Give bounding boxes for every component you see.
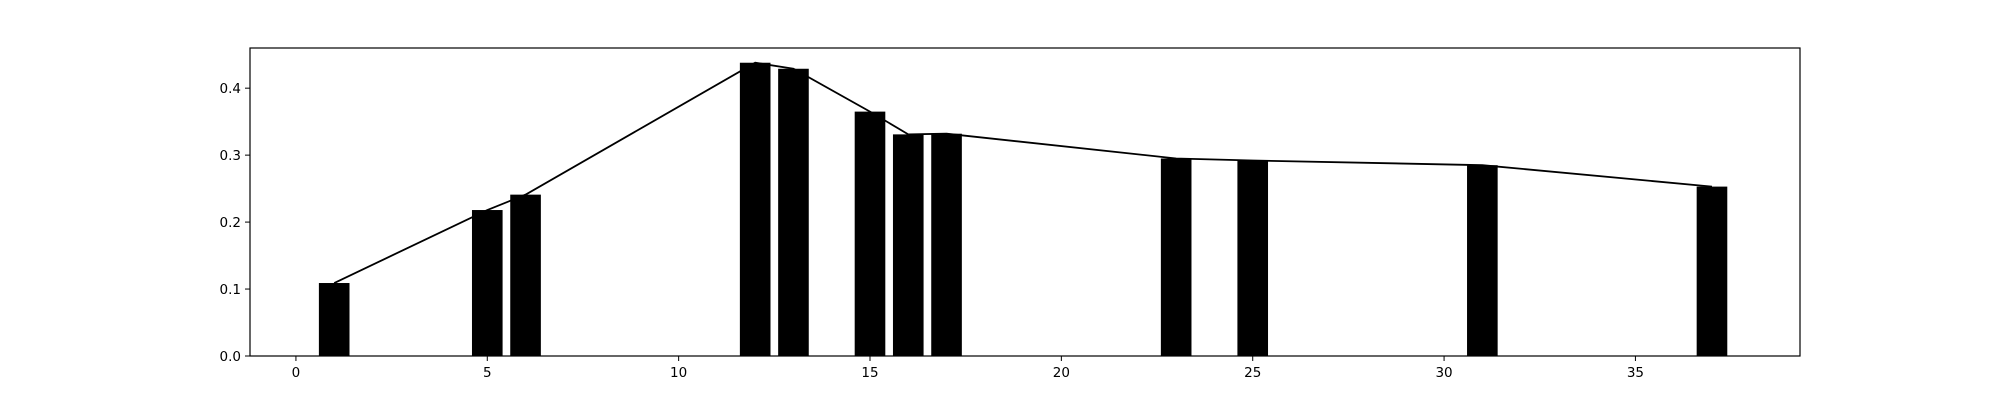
bar-x-25 <box>1237 160 1269 356</box>
bar-x-37 <box>1696 186 1728 356</box>
x-tick-label: 0 <box>292 365 301 381</box>
bar-x-15 <box>854 111 886 356</box>
trend-line <box>333 61 1713 284</box>
bar-x-6 <box>510 194 541 356</box>
y-tick-label: 0.3 <box>220 148 241 164</box>
x-tick-label: 30 <box>1435 365 1452 381</box>
x-tick-label: 20 <box>1053 365 1070 381</box>
x-tick-label: 5 <box>483 365 492 381</box>
bar-x-13 <box>778 68 809 356</box>
bars <box>318 62 1728 356</box>
bar-x-23 <box>1160 158 1192 356</box>
bar-x-17 <box>931 133 962 356</box>
y-tick-label: 0.0 <box>220 349 241 365</box>
bar-x-31 <box>1467 165 1498 356</box>
bar-x-12 <box>739 62 771 356</box>
y-tick-label: 0.1 <box>220 282 241 298</box>
bar-x-16 <box>892 134 924 356</box>
x-tick-label: 25 <box>1244 365 1261 381</box>
y-axis: 0.0 0.1 0.2 0.3 0.4 <box>220 81 250 365</box>
x-tick-label: 15 <box>861 365 878 381</box>
trend-line-path <box>333 61 1713 284</box>
y-tick-label: 0.2 <box>220 215 241 231</box>
x-tick-label: 35 <box>1627 365 1644 381</box>
y-tick-label: 0.4 <box>220 81 241 97</box>
plot-frame <box>249 47 1801 357</box>
x-tick-label: 10 <box>670 365 687 381</box>
bar-x-1 <box>318 283 350 356</box>
x-axis: 0 5 10 15 20 25 30 35 <box>292 356 1644 381</box>
bar-x-5 <box>471 210 503 356</box>
